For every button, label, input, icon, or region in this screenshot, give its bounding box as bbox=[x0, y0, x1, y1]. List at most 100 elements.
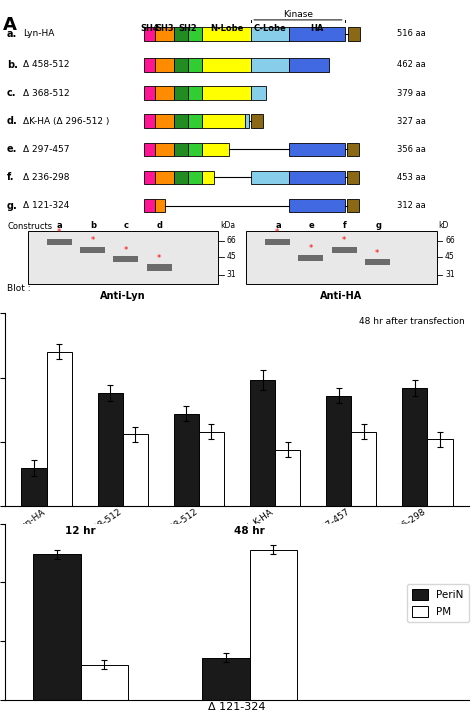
Text: Δ 236-298: Δ 236-298 bbox=[23, 173, 70, 182]
Bar bbox=[202, 171, 214, 184]
X-axis label: Δ 121-324: Δ 121-324 bbox=[208, 703, 266, 713]
Bar bbox=[347, 199, 359, 212]
Bar bbox=[347, 143, 359, 156]
Text: b: b bbox=[90, 221, 96, 229]
Text: d: d bbox=[157, 221, 163, 229]
Bar bbox=[144, 199, 155, 212]
Bar bbox=[144, 86, 155, 100]
Text: HA: HA bbox=[310, 24, 324, 33]
Bar bbox=[428, 439, 453, 506]
Text: a.: a. bbox=[7, 29, 18, 39]
Text: *: * bbox=[157, 254, 161, 263]
Bar bbox=[173, 27, 188, 41]
Bar bbox=[202, 114, 245, 128]
Bar bbox=[173, 114, 188, 128]
Text: b.: b. bbox=[7, 60, 18, 70]
Bar bbox=[144, 143, 155, 156]
Bar bbox=[202, 58, 251, 71]
Bar bbox=[289, 171, 345, 184]
Bar bbox=[144, 171, 155, 184]
Bar bbox=[155, 171, 173, 184]
Bar bbox=[199, 432, 224, 506]
Text: 48 hr: 48 hr bbox=[234, 526, 265, 536]
Bar bbox=[81, 665, 128, 700]
Bar bbox=[46, 352, 72, 506]
Bar bbox=[250, 550, 297, 700]
Bar bbox=[98, 393, 123, 506]
Text: *: * bbox=[124, 246, 128, 254]
Bar bbox=[144, 58, 155, 71]
Bar bbox=[188, 114, 202, 128]
Bar bbox=[173, 58, 188, 71]
Text: *: * bbox=[342, 236, 346, 246]
Bar bbox=[155, 199, 165, 212]
Bar bbox=[202, 143, 229, 156]
Bar bbox=[146, 264, 172, 271]
Text: Δ 297-457: Δ 297-457 bbox=[23, 145, 70, 154]
Text: Anti-HA: Anti-HA bbox=[320, 291, 363, 301]
Bar bbox=[188, 86, 202, 100]
Text: *: * bbox=[375, 248, 380, 258]
Bar bbox=[265, 239, 290, 245]
Bar bbox=[173, 171, 188, 184]
Bar bbox=[347, 171, 359, 184]
Text: *: * bbox=[309, 244, 313, 253]
Bar bbox=[365, 259, 390, 266]
Text: 327 aa: 327 aa bbox=[397, 116, 426, 126]
Bar bbox=[46, 239, 72, 245]
Bar bbox=[298, 255, 323, 261]
Text: A: A bbox=[2, 16, 16, 34]
Bar bbox=[202, 27, 251, 41]
Text: *: * bbox=[90, 236, 94, 246]
Bar bbox=[275, 450, 300, 506]
Bar bbox=[202, 658, 250, 700]
Bar bbox=[251, 27, 289, 41]
Bar bbox=[173, 143, 188, 156]
Text: 312 aa: 312 aa bbox=[397, 201, 426, 210]
Bar bbox=[155, 143, 173, 156]
Bar bbox=[174, 413, 199, 506]
Text: g: g bbox=[375, 221, 381, 229]
Bar bbox=[188, 143, 202, 156]
Text: d.: d. bbox=[7, 116, 18, 126]
Text: f: f bbox=[343, 221, 346, 229]
Text: 453 aa: 453 aa bbox=[397, 173, 426, 182]
Text: Constructs: Constructs bbox=[7, 222, 52, 231]
Bar bbox=[289, 143, 345, 156]
Bar bbox=[348, 27, 360, 41]
Bar bbox=[326, 396, 351, 506]
Text: *: * bbox=[275, 228, 280, 238]
Bar bbox=[113, 256, 138, 262]
Text: Kinase: Kinase bbox=[283, 10, 313, 19]
Bar bbox=[28, 231, 219, 284]
Text: 45: 45 bbox=[227, 252, 237, 261]
Bar bbox=[155, 27, 173, 41]
Bar bbox=[246, 231, 437, 284]
Text: a: a bbox=[275, 221, 281, 229]
Bar bbox=[202, 86, 251, 100]
Text: Anti-Lyn: Anti-Lyn bbox=[100, 291, 146, 301]
Text: ΔK-HA (Δ 296-512 ): ΔK-HA (Δ 296-512 ) bbox=[23, 116, 109, 126]
Text: g.: g. bbox=[7, 201, 18, 211]
Text: e: e bbox=[309, 221, 314, 229]
Text: 48 hr after transfection: 48 hr after transfection bbox=[359, 317, 465, 326]
Text: *: * bbox=[57, 228, 61, 238]
Bar bbox=[155, 58, 173, 71]
Bar bbox=[245, 114, 249, 128]
Text: 356 aa: 356 aa bbox=[397, 145, 426, 154]
Bar bbox=[250, 380, 275, 506]
Text: 516 aa: 516 aa bbox=[397, 29, 426, 39]
Text: SH4: SH4 bbox=[140, 24, 159, 33]
Text: Blot :: Blot : bbox=[7, 284, 31, 293]
Text: 462 aa: 462 aa bbox=[397, 61, 426, 69]
Text: C-Lobe: C-Lobe bbox=[254, 24, 287, 33]
Text: Lyn-HA: Lyn-HA bbox=[23, 29, 55, 39]
Text: kDa: kDa bbox=[220, 221, 236, 229]
Text: SH3: SH3 bbox=[155, 24, 173, 33]
Bar bbox=[155, 114, 173, 128]
Legend: PeriN, PM: PeriN, PM bbox=[407, 584, 469, 622]
Text: a: a bbox=[57, 221, 63, 229]
Bar bbox=[34, 554, 81, 700]
Text: Δ 368-512: Δ 368-512 bbox=[23, 89, 70, 98]
Bar bbox=[144, 27, 155, 41]
